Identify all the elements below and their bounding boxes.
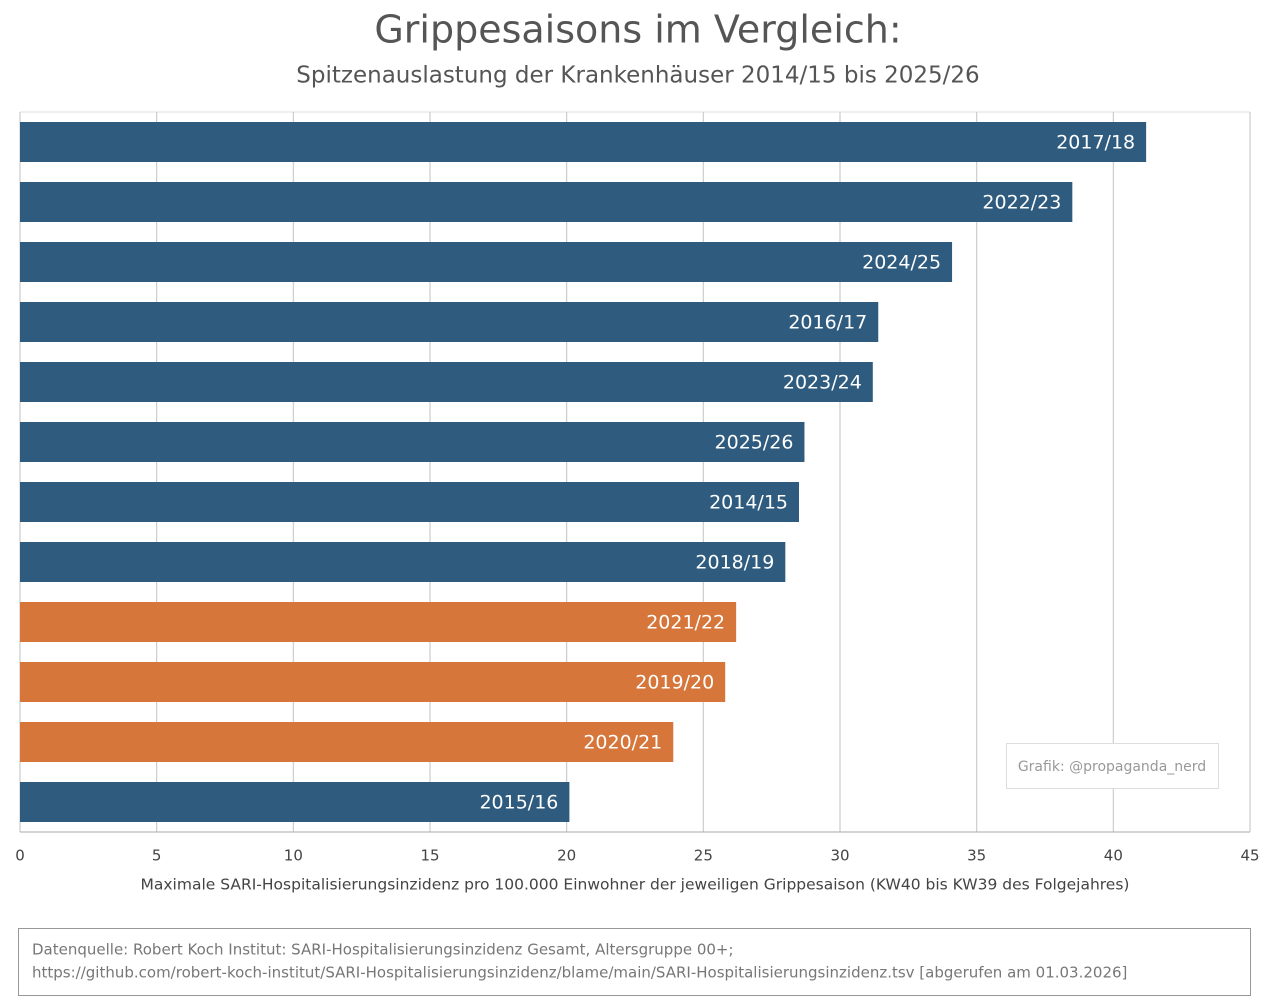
x-axis-label: Maximale SARI-Hospitalisierungsinzidenz … (141, 876, 1130, 894)
x-tick-label: 15 (420, 847, 439, 865)
bar-label: 2019/20 (635, 672, 714, 694)
x-tick-label: 10 (284, 847, 303, 865)
x-tick-label: 0 (15, 847, 25, 865)
bar-label: 2018/19 (695, 552, 774, 574)
bar (20, 182, 1073, 222)
x-tick-label: 40 (1104, 847, 1123, 865)
bar (20, 482, 799, 522)
x-tick-label: 35 (967, 847, 986, 865)
chart-subtitle: Spitzenauslastung der Krankenhäuser 2014… (296, 63, 979, 89)
source-box (18, 928, 1251, 996)
bar-label: 2020/21 (583, 732, 662, 754)
bar (20, 722, 674, 762)
bar-label: 2025/26 (715, 432, 794, 454)
bar (20, 362, 873, 402)
x-tick-label: 5 (152, 847, 162, 865)
bar (20, 302, 879, 342)
bar-label: 2015/16 (479, 792, 558, 814)
bar (20, 122, 1147, 162)
bar (20, 602, 737, 642)
bar (20, 422, 805, 462)
x-tick-label: 25 (694, 847, 713, 865)
bar-label: 2014/15 (709, 492, 788, 514)
bar (20, 662, 726, 702)
bar-label: 2023/24 (783, 372, 862, 394)
x-tick-label: 45 (1240, 847, 1259, 865)
x-tick-label: 30 (830, 847, 849, 865)
bar-label: 2016/17 (788, 312, 867, 334)
chart-title: Grippesaisons im Vergleich: (374, 8, 901, 52)
source-line: https://github.com/robert-koch-institut/… (32, 964, 1127, 982)
source-line: Datenquelle: Robert Koch Institut: SARI-… (32, 941, 734, 959)
bar (20, 782, 570, 822)
bar-label: 2022/23 (982, 192, 1061, 214)
bar-label: 2017/18 (1056, 132, 1135, 154)
bar-label: 2024/25 (862, 252, 941, 274)
annotation-box (1006, 743, 1219, 789)
annotation: Grafik: @propaganda_nerd (1018, 759, 1206, 775)
bar-label: 2021/22 (646, 612, 725, 634)
bar (20, 542, 786, 582)
x-tick-label: 20 (557, 847, 576, 865)
bar (20, 242, 953, 282)
